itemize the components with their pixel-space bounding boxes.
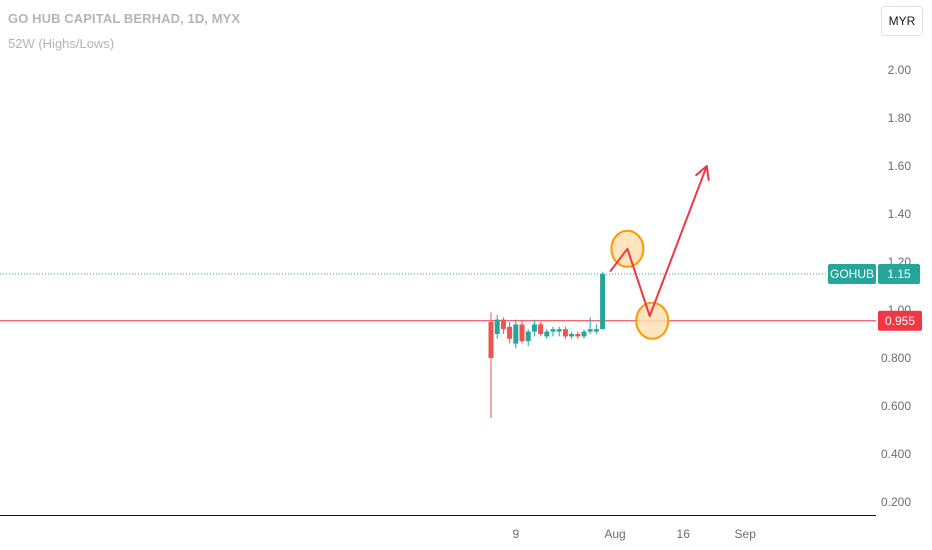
candle-body <box>513 324 519 344</box>
candle-body <box>538 324 544 334</box>
y-tick-label: 0.400 <box>881 447 911 461</box>
last-price-tag-bg <box>878 264 920 284</box>
symbol-tag-bg <box>828 264 876 284</box>
candle-body <box>507 326 513 339</box>
candle-body <box>562 329 568 337</box>
x-tick-label: 16 <box>677 527 691 541</box>
highlight-circle <box>635 301 670 340</box>
indicator-label: 52W (Highs/Lows) <box>8 36 115 51</box>
candle-body <box>544 331 550 337</box>
candle-body <box>593 329 599 332</box>
level-price-tag-bg <box>878 310 922 331</box>
y-tick-label: 1.40 <box>888 207 912 221</box>
level-price-tag: 0.955 <box>885 314 915 328</box>
candle-body <box>519 324 525 342</box>
x-tick-label: Aug <box>604 527 625 541</box>
y-tick-label: 1.60 <box>888 159 912 173</box>
last-price-tag: 1.15 <box>887 267 911 281</box>
candle-body <box>575 334 581 337</box>
candle-body <box>556 329 562 332</box>
projection-arrow-path <box>609 165 708 317</box>
candle-body <box>587 329 593 332</box>
x-tick-label: Sep <box>735 527 757 541</box>
candle-body <box>500 319 506 330</box>
y-tick-label: 2.00 <box>888 63 912 77</box>
candle-body <box>581 331 587 337</box>
currency-button[interactable]: MYR <box>881 6 923 36</box>
chart-title: GO HUB CAPITAL BERHAD, 1D, MYX <box>8 11 241 26</box>
y-tick-label: 0.600 <box>881 399 911 413</box>
candle-body <box>525 331 531 342</box>
y-tick-label: 0.200 <box>881 495 911 509</box>
candle-body <box>494 319 500 334</box>
candle-body <box>569 334 575 337</box>
y-tick-label: 0.800 <box>881 351 911 365</box>
candle-body <box>600 274 606 330</box>
candle-body <box>531 324 537 332</box>
arrow-head <box>695 165 710 181</box>
symbol-tag: GOHUB <box>830 267 874 281</box>
candle-body <box>550 329 556 332</box>
candle-body <box>488 322 494 358</box>
y-tick-label: 1.80 <box>888 111 912 125</box>
x-tick-label: 9 <box>512 527 519 541</box>
